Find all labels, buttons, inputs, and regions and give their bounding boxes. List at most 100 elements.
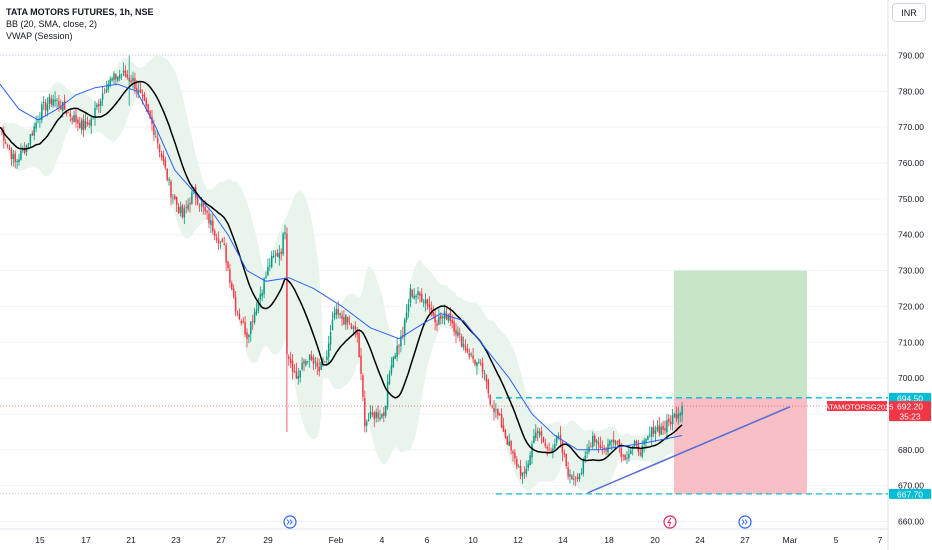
position-zones[interactable] xyxy=(674,270,807,494)
candle-body xyxy=(291,361,294,373)
upper-level-badge: 694.50 xyxy=(889,392,931,403)
candle-body xyxy=(523,471,526,474)
candle-body xyxy=(54,99,56,102)
candle-body xyxy=(221,239,224,242)
candle-body xyxy=(514,452,516,459)
candle-body xyxy=(354,326,357,330)
candle-body xyxy=(118,74,121,79)
earnings-marker-icon-arrows xyxy=(741,519,748,525)
candle-body xyxy=(466,349,469,353)
currency-button[interactable]: INR xyxy=(892,3,926,22)
candle-body xyxy=(413,295,415,299)
candle-body xyxy=(493,408,495,413)
earnings-marker-icon[interactable] xyxy=(738,515,752,529)
candle-body xyxy=(552,448,554,453)
candle-body xyxy=(58,101,60,107)
candle-body xyxy=(177,206,180,214)
candle-body xyxy=(122,70,125,73)
stop-zone[interactable] xyxy=(674,397,807,494)
candle-body xyxy=(432,311,434,316)
y-tick-label: 680.00 xyxy=(898,445,924,455)
candle-body xyxy=(308,354,311,361)
candle-body xyxy=(426,299,429,306)
candle-body xyxy=(229,269,231,283)
candle-body xyxy=(633,440,636,446)
candle-body xyxy=(303,360,305,364)
candle-body xyxy=(489,394,491,405)
candle-body xyxy=(265,275,267,278)
candle-body xyxy=(307,360,309,362)
candle-body xyxy=(143,94,146,101)
candle-body xyxy=(460,336,463,348)
candle-body xyxy=(210,220,212,226)
candle-body xyxy=(462,344,465,347)
candle-body xyxy=(297,375,300,379)
candle-body xyxy=(6,145,9,146)
candle-body xyxy=(535,432,537,438)
target-zone[interactable] xyxy=(674,270,807,398)
trendline[interactable] xyxy=(587,406,791,494)
candle-body xyxy=(191,192,193,204)
candle-body xyxy=(240,321,243,324)
candle-body xyxy=(510,441,512,451)
candle-body xyxy=(485,374,488,382)
candle-body xyxy=(22,149,24,151)
candle-body xyxy=(69,113,72,117)
candle-body xyxy=(445,313,448,320)
candle-body xyxy=(459,333,461,335)
price-axis[interactable]: 660.00670.00680.00690.00700.00710.00720.… xyxy=(898,50,924,526)
candle-body xyxy=(301,362,303,370)
candle-body xyxy=(236,312,239,314)
candle-body xyxy=(61,101,64,111)
candle-body xyxy=(200,203,203,206)
y-tick-label: 670.00 xyxy=(898,481,924,491)
bollinger-band xyxy=(0,54,683,492)
time-axis[interactable]: 15 17 21 23 27 29 Feb 4 6 10 12 14 18 20 24 27 Mar 5 7 xyxy=(35,535,882,545)
candle-body xyxy=(27,143,30,145)
candle-body xyxy=(455,329,457,335)
candle-body xyxy=(164,159,167,168)
candle-body xyxy=(430,307,433,310)
candle-body xyxy=(396,345,398,357)
candle-body xyxy=(337,308,339,315)
candle-body xyxy=(276,252,279,257)
candle-body xyxy=(322,359,324,361)
dividend-marker-icon[interactable] xyxy=(663,515,677,529)
candle-body xyxy=(557,436,560,437)
level-lines[interactable] xyxy=(0,397,888,495)
dividend-marker-bolt xyxy=(667,517,672,527)
y-tick-label: 710.00 xyxy=(898,337,924,347)
candle-body xyxy=(620,448,623,458)
candle-body xyxy=(364,398,366,427)
candle-body xyxy=(185,207,187,208)
candle-body xyxy=(242,321,244,323)
candle-body xyxy=(635,440,638,443)
candle-body xyxy=(555,435,558,443)
x-tick-label: 4 xyxy=(380,535,385,545)
bb-indicator-label[interactable]: BB (20, SMA, close, 2) xyxy=(6,19,98,29)
candle-body xyxy=(381,413,383,418)
grid xyxy=(0,0,889,550)
candle-body xyxy=(232,288,235,297)
candle-body xyxy=(284,232,286,235)
candle-body xyxy=(559,434,562,441)
candle-body xyxy=(253,312,256,323)
candle-body xyxy=(223,243,225,246)
candle-body xyxy=(48,96,51,105)
candle-body xyxy=(343,317,345,325)
candle-body xyxy=(215,237,218,240)
earnings-marker-icon[interactable] xyxy=(283,515,297,529)
candle-body xyxy=(295,371,298,379)
candle-body xyxy=(84,120,87,129)
bb-basis-line xyxy=(0,80,683,462)
candle-body xyxy=(71,118,73,121)
candle-body xyxy=(421,293,423,303)
symbol-title[interactable]: TATA MOTORS FUTURES, 1h, NSE xyxy=(6,7,154,17)
event-markers[interactable] xyxy=(283,515,752,529)
candle-body xyxy=(352,327,355,329)
vwap-indicator-label[interactable]: VWAP (Session) xyxy=(6,31,73,41)
candle-body xyxy=(538,431,541,436)
candle-body xyxy=(356,331,358,336)
